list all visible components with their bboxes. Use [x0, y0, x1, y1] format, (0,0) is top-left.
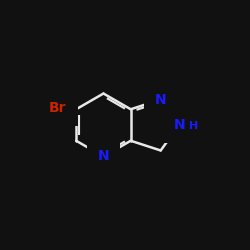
Text: Br: Br	[49, 100, 67, 114]
Text: N: N	[98, 150, 109, 164]
Text: N: N	[173, 118, 185, 132]
Text: H: H	[189, 121, 198, 131]
Text: N: N	[155, 92, 166, 106]
